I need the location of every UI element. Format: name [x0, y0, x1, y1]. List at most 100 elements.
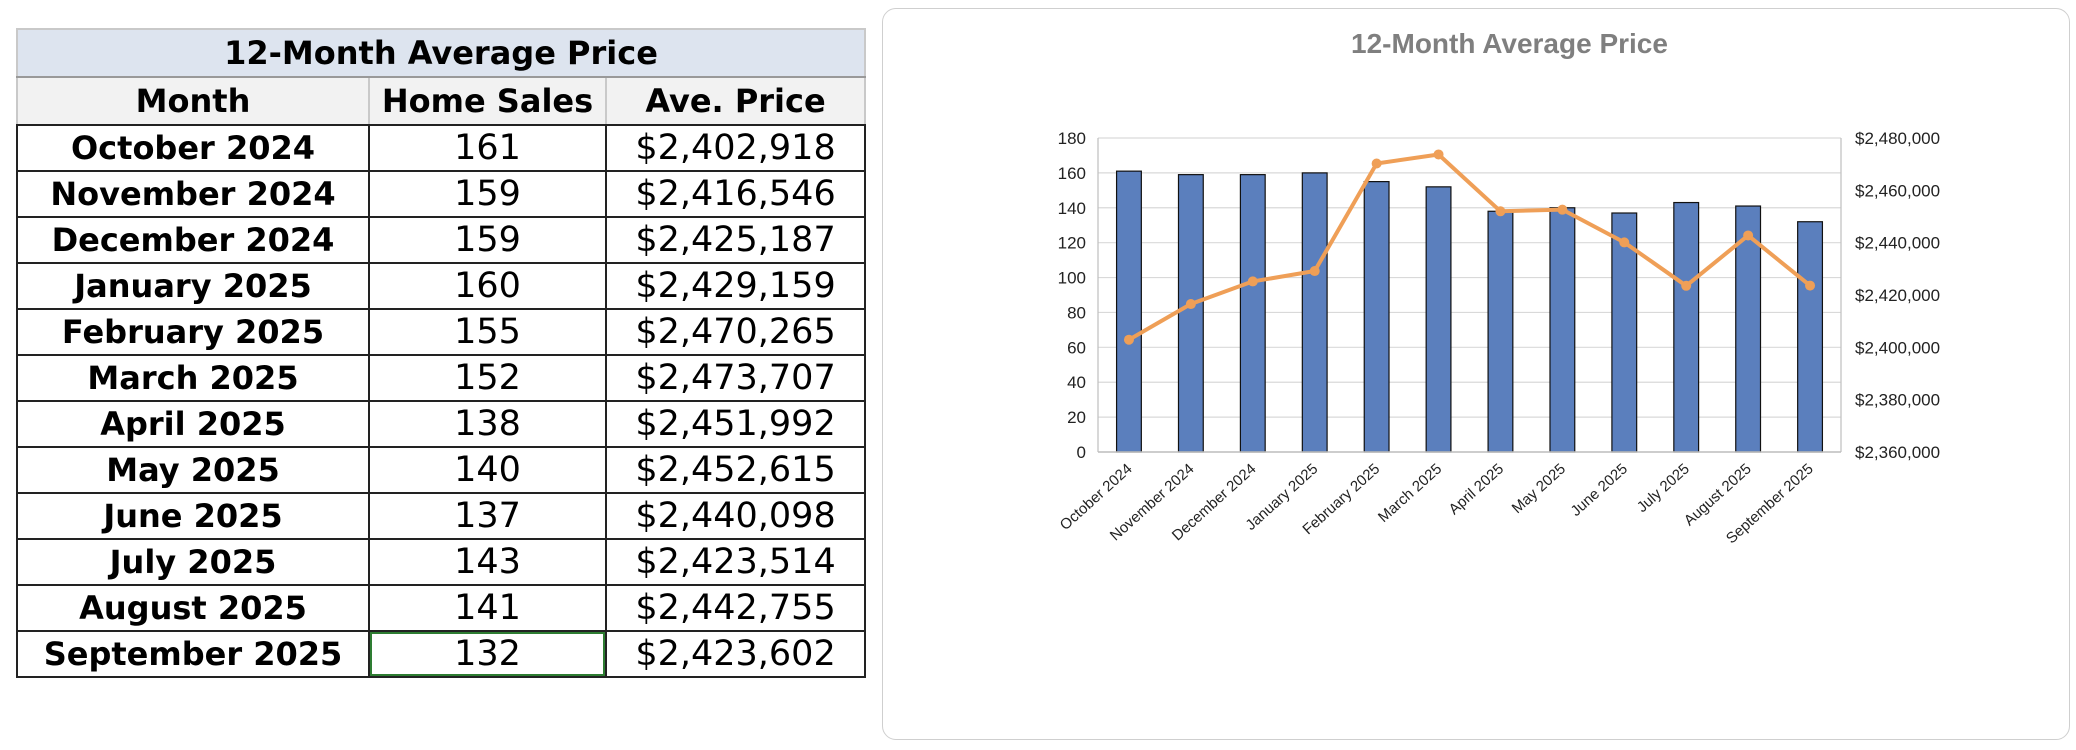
- ave-price-cell[interactable]: $2,402,918: [604, 124, 867, 172]
- y-left-tick-label: 140: [1058, 199, 1086, 218]
- month-cell[interactable]: September 2025: [16, 630, 370, 678]
- price-point: [1557, 204, 1568, 215]
- y-left-tick-label: 80: [1067, 303, 1086, 322]
- month-cell[interactable]: January 2025: [16, 262, 370, 310]
- table-row: November 2024 159 $2,416,546: [16, 170, 867, 218]
- price-point: [1185, 299, 1196, 310]
- x-tick-label: March 2025: [1375, 460, 1445, 526]
- price-point: [1681, 280, 1692, 291]
- ave-price-cell[interactable]: $2,423,602: [604, 630, 867, 678]
- month-cell[interactable]: October 2024: [16, 124, 370, 172]
- chart-panel[interactable]: 12-Month Average Price 0 20 40 60 80 100 120 140…: [882, 8, 2070, 740]
- sales-table: 12-Month Average Price Month Home Sales …: [15, 28, 867, 678]
- month-cell[interactable]: May 2025: [16, 446, 370, 494]
- home-sales-cell[interactable]: 152: [368, 354, 607, 402]
- ave-price-cell[interactable]: $2,473,707: [604, 354, 867, 402]
- column-header-ave-price[interactable]: Ave. Price: [604, 76, 867, 126]
- month-cell[interactable]: February 2025: [16, 308, 370, 356]
- bar: [1301, 172, 1328, 453]
- price-point: [1805, 280, 1816, 291]
- bar: [1797, 221, 1824, 453]
- bar: [1487, 210, 1514, 453]
- y-left-tick-label: 60: [1067, 338, 1086, 357]
- chart-title: 12-Month Average Price: [1351, 28, 1668, 59]
- table-row: October 2024 161 $2,402,918: [16, 124, 867, 172]
- x-tick-label: June 2025: [1568, 460, 1631, 520]
- home-sales-cell[interactable]: 138: [368, 400, 607, 448]
- ave-price-cell[interactable]: $2,452,615: [604, 446, 867, 494]
- month-cell[interactable]: November 2024: [16, 170, 370, 218]
- table-row: April 2025 138 $2,451,992: [16, 400, 867, 448]
- y-right-tick-label: $2,460,000: [1855, 181, 1940, 200]
- month-cell[interactable]: March 2025: [16, 354, 370, 402]
- month-cell[interactable]: June 2025: [16, 492, 370, 540]
- ave-price-cell[interactable]: $2,429,159: [604, 262, 867, 310]
- y-right-tick-label: $2,440,000: [1855, 234, 1940, 253]
- price-point: [1309, 266, 1320, 277]
- column-header-month[interactable]: Month: [16, 76, 370, 126]
- table-header-row: Month Home Sales Ave. Price: [16, 76, 867, 126]
- month-cell[interactable]: August 2025: [16, 584, 370, 632]
- y-right-tick-label: $2,400,000: [1855, 338, 1940, 357]
- ave-price-cell[interactable]: $2,440,098: [604, 492, 867, 540]
- table-row: March 2025 152 $2,473,707: [16, 354, 867, 402]
- y-left-tick-label: 120: [1058, 234, 1086, 253]
- ave-price-cell[interactable]: $2,416,546: [604, 170, 867, 218]
- price-point: [1123, 334, 1134, 345]
- price-point: [1247, 276, 1258, 287]
- ave-price-cell[interactable]: $2,470,265: [604, 308, 867, 356]
- month-cell[interactable]: July 2025: [16, 538, 370, 586]
- y-left-tick-label: 100: [1058, 269, 1086, 288]
- table-row: January 2025 160 $2,429,159: [16, 262, 867, 310]
- home-sales-cell[interactable]: 143: [368, 538, 607, 586]
- combo-chart: 12-Month Average Price 0 20 40 60 80 100 120 140…: [1057, 28, 1940, 547]
- ave-price-cell[interactable]: $2,425,187: [604, 216, 867, 264]
- home-sales-cell[interactable]: 161: [368, 124, 607, 172]
- ave-price-cell[interactable]: $2,423,514: [604, 538, 867, 586]
- home-sales-cell[interactable]: 160: [368, 262, 607, 310]
- table-row: September 2025 132 $2,423,602: [16, 630, 867, 678]
- x-tick-label: April 2025: [1446, 460, 1508, 518]
- table-row: June 2025 137 $2,440,098: [16, 492, 867, 540]
- ave-price-cell[interactable]: $2,451,992: [604, 400, 867, 448]
- home-sales-cell-selected[interactable]: 132: [368, 630, 607, 678]
- bar: [1115, 170, 1142, 453]
- table-row: July 2025 143 $2,423,514: [16, 538, 867, 586]
- home-sales-cell[interactable]: 155: [368, 308, 607, 356]
- sales-table-container: 12-Month Average Price Month Home Sales …: [15, 28, 867, 678]
- price-point: [1495, 206, 1506, 217]
- home-sales-cell[interactable]: 159: [368, 170, 607, 218]
- ave-price-cell[interactable]: $2,442,755: [604, 584, 867, 632]
- bar: [1611, 212, 1638, 453]
- table-title-row: 12-Month Average Price: [15, 28, 867, 78]
- table-row: August 2025 141 $2,442,755: [16, 584, 867, 632]
- x-tick-label: July 2025: [1634, 460, 1693, 516]
- month-cell[interactable]: December 2024: [16, 216, 370, 264]
- y-left-tick-label: 160: [1058, 164, 1086, 183]
- table-title: 12-Month Average Price: [15, 28, 867, 78]
- column-header-home-sales[interactable]: Home Sales: [368, 76, 607, 126]
- price-line: [1127, 152, 1812, 342]
- y-right-tick-label: $2,480,000: [1855, 129, 1940, 148]
- y-left-tick-label: 180: [1058, 129, 1086, 148]
- month-cell[interactable]: April 2025: [16, 400, 370, 448]
- bar: [1673, 201, 1700, 453]
- y-left-tick-label: 0: [1077, 443, 1086, 462]
- bar: [1239, 174, 1266, 453]
- x-tick-label: May 2025: [1509, 460, 1569, 517]
- y-right-tick-label: $2,380,000: [1855, 391, 1940, 410]
- y-left-tick-label: 20: [1067, 408, 1086, 427]
- y-right-tick-label: $2,360,000: [1855, 443, 1940, 462]
- bar: [1549, 207, 1576, 453]
- home-sales-cell[interactable]: 141: [368, 584, 607, 632]
- table-row: February 2025 155 $2,470,265: [16, 308, 867, 356]
- home-sales-cell[interactable]: 140: [368, 446, 607, 494]
- home-sales-cell[interactable]: 159: [368, 216, 607, 264]
- price-point: [1743, 230, 1754, 241]
- home-sales-cell[interactable]: 137: [368, 492, 607, 540]
- table-row: December 2024 159 $2,425,187: [16, 216, 867, 264]
- bar: [1177, 174, 1204, 453]
- price-point: [1433, 149, 1444, 160]
- price-point: [1371, 158, 1382, 169]
- bar: [1735, 205, 1762, 453]
